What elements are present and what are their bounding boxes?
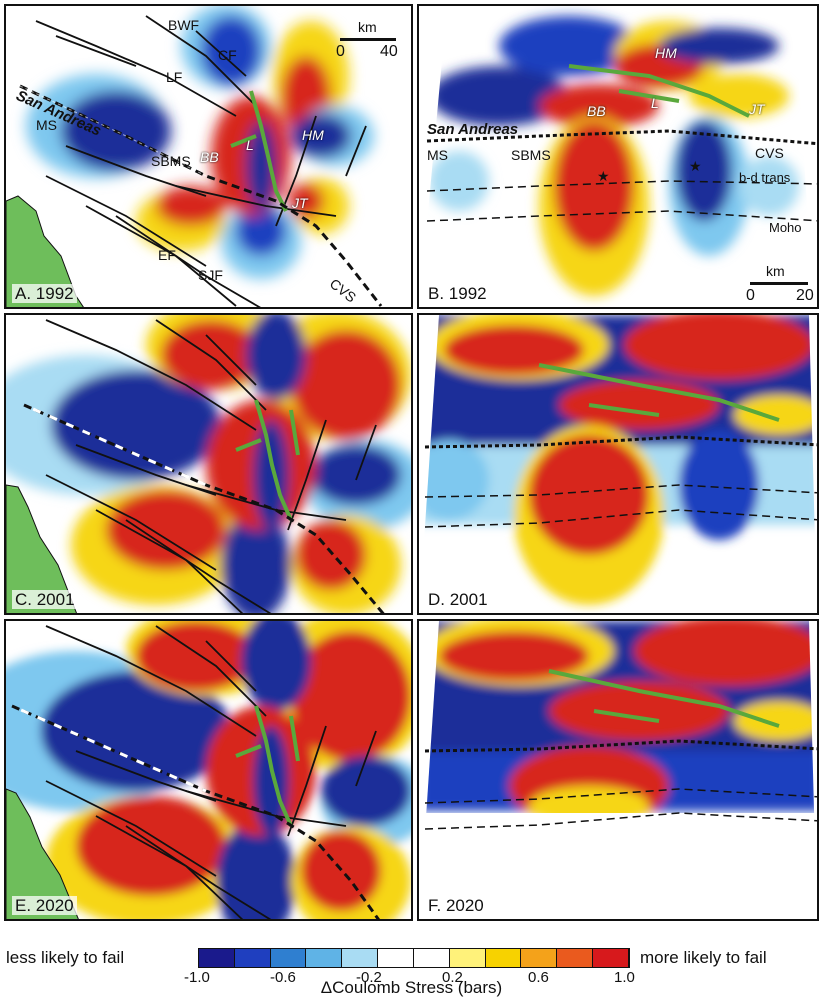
colorbar-swatch: [485, 949, 522, 967]
label-san-andreas-b: San Andreas: [427, 121, 519, 138]
label-sbms-b: SBMS: [511, 147, 551, 163]
colorbar-right-label: more likely to fail: [640, 948, 767, 967]
label-bd-trans: b-d trans: [739, 170, 791, 185]
label-l-b: L: [651, 95, 659, 111]
label-hm-b: HM: [655, 45, 677, 61]
colorbar-swatch: [521, 949, 558, 967]
label-jt: JT: [292, 195, 308, 211]
scale-start-a: 0: [336, 43, 345, 60]
colorbar-swatch: [449, 949, 486, 967]
label-cvs-b: CVS: [755, 145, 784, 161]
label-hm: HM: [302, 127, 324, 143]
panel-b-section-1992: ★ ★ HM BB L JT San Andreas MS SBMS CVS b…: [417, 4, 819, 309]
label-bb-b: BB: [587, 103, 606, 119]
panel-label: C. 2001: [12, 590, 78, 609]
label-ms: MS: [36, 117, 57, 133]
scale-unit-a: km: [358, 19, 377, 35]
section-b-graphic: ★ ★: [419, 6, 817, 307]
colorbar-tick-label: -0.2: [356, 969, 382, 986]
panel-label: F. 2020: [425, 896, 487, 915]
colorbar-swatch: [378, 949, 414, 967]
label-bb: BB: [200, 149, 219, 165]
star-marker-1: ★: [597, 168, 610, 184]
panel-a-map-1992: BWF CF LF San Andreas MS SBMS BB L HM JT…: [4, 4, 413, 309]
colorbar-swatch: [557, 949, 594, 967]
label-jt-b: JT: [749, 101, 765, 117]
label-ef: EF: [158, 247, 176, 263]
colorbar-swatch: [199, 949, 235, 967]
colorbar-swatch: [234, 949, 271, 967]
map-c-graphic: [6, 315, 411, 613]
scale-line-b: [750, 282, 808, 285]
colorbar-tick-label: 1.0: [614, 969, 635, 986]
colorbar-title: ΔCoulomb Stress (bars): [320, 978, 503, 997]
map-e-graphic: [6, 621, 411, 919]
colorbar-swatch: [306, 949, 343, 967]
panel-label: E. 2020: [12, 896, 77, 915]
colorbar-row: less likely to fail more likely to fail: [0, 948, 823, 968]
colorbar-tick-label: 0.2: [442, 969, 463, 986]
label-lf: LF: [166, 69, 183, 85]
label-bwf: BWF: [168, 17, 200, 33]
label-cf: CF: [218, 47, 237, 63]
scale-start-b: 0: [746, 287, 755, 304]
colorbar-tick-label: -0.6: [270, 969, 296, 986]
label-ms-b: MS: [427, 147, 448, 163]
colorbar: [198, 948, 630, 968]
panel-label: D. 2001: [425, 590, 491, 609]
panel-e-map-2020: E. 2020: [4, 619, 413, 921]
colorbar-swatch: [593, 949, 629, 967]
section-f-graphic: [419, 621, 817, 919]
colorbar-swatch: [270, 949, 307, 967]
colorbar-swatch: [342, 949, 379, 967]
panel-label: A. 1992: [12, 284, 77, 303]
panel-label: B. 1992: [425, 284, 490, 303]
label-moho: Moho: [769, 220, 802, 235]
scale-unit-b: km: [766, 263, 785, 279]
panel-d-section-2001: D. 2001: [417, 313, 819, 615]
section-d-graphic: [419, 315, 817, 605]
star-marker-2: ★: [689, 158, 702, 174]
scale-end-b: 20: [796, 287, 814, 304]
label-sbms: SBMS: [151, 153, 191, 169]
map-a-graphic: [6, 6, 383, 307]
colorbar-left-label: less likely to fail: [6, 948, 125, 967]
scale-line-a: [340, 38, 396, 41]
colorbar-tick-label: -1.0: [184, 969, 210, 986]
panel-f-section-2020: F. 2020: [417, 619, 819, 921]
colorbar-tick-label: 0.6: [528, 969, 549, 986]
colorbar-swatch: [413, 949, 450, 967]
label-sjf: SJF: [198, 267, 223, 283]
label-l: L: [246, 137, 254, 153]
scale-end-a: 40: [380, 43, 398, 60]
panel-c-map-2001: C. 2001: [4, 313, 413, 615]
